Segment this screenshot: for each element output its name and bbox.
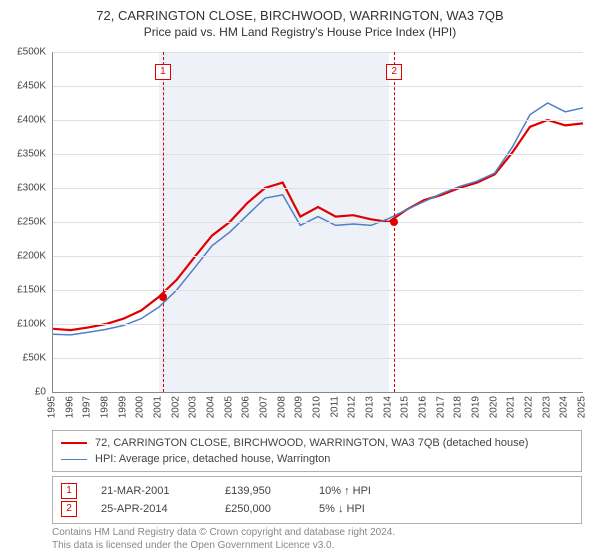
event-number: 1 [61,483,77,499]
event-date: 25-APR-2014 [101,503,201,515]
events-table: 1 21-MAR-2001 £139,950 10% ↑ HPI 2 25-APR-201… [52,476,582,524]
gridline-h [53,86,583,87]
y-tick-label: £300K [0,183,46,194]
x-tick-label: 2009 [294,396,305,418]
x-tick-label: 2024 [559,396,570,418]
legend-label: 72, CARRINGTON CLOSE, BIRCHWOOD, WARRING… [95,437,528,449]
gridline-h [53,222,583,223]
gridline-h [53,52,583,53]
footer-attribution: Contains HM Land Registry data © Crown c… [52,526,582,552]
y-tick-label: £450K [0,81,46,92]
x-tick-label: 2020 [488,396,499,418]
x-tick-label: 2023 [541,396,552,418]
event-marker-dot [159,293,167,301]
chart: 12 £0£50K£100K£150K£200K£250K£300K£350K£… [52,52,582,392]
gridline-h [53,188,583,189]
y-tick-label: £400K [0,115,46,126]
y-tick-label: £200K [0,251,46,262]
event-date: 21-MAR-2001 [101,485,201,497]
event-price: £139,950 [225,485,295,497]
x-tick-label: 2021 [506,396,517,418]
event-number: 2 [61,501,77,517]
legend-swatch [61,442,87,444]
chart-title: 72, CARRINGTON CLOSE, BIRCHWOOD, WARRING… [0,8,600,23]
x-tick-label: 2025 [577,396,588,418]
gridline-h [53,358,583,359]
x-tick-label: 1995 [47,396,58,418]
x-tick-label: 2002 [170,396,181,418]
x-tick-label: 1998 [100,396,111,418]
gridline-h [53,154,583,155]
x-tick-label: 2005 [223,396,234,418]
event-marker-box: 1 [155,64,171,80]
x-tick-label: 1999 [117,396,128,418]
series-hpi [53,103,583,335]
legend-item: 72, CARRINGTON CLOSE, BIRCHWOOD, WARRING… [61,435,573,451]
x-tick-label: 2016 [418,396,429,418]
legend-label: HPI: Average price, detached house, Warr… [95,453,330,465]
x-tick-label: 1996 [64,396,75,418]
x-tick-label: 2012 [347,396,358,418]
event-marker-line [163,52,164,392]
footer-line-2: This data is licensed under the Open Gov… [52,539,582,552]
footer-line-1: Contains HM Land Registry data © Crown c… [52,526,582,539]
x-tick-label: 1997 [82,396,93,418]
chart-subtitle: Price paid vs. HM Land Registry's House … [0,25,600,39]
event-hpi: 10% ↑ HPI [319,485,419,497]
x-tick-label: 2015 [400,396,411,418]
legend: 72, CARRINGTON CLOSE, BIRCHWOOD, WARRING… [52,430,582,472]
event-row: 2 25-APR-2014 £250,000 5% ↓ HPI [61,500,573,518]
x-tick-label: 2019 [471,396,482,418]
y-tick-label: £150K [0,285,46,296]
gridline-h [53,324,583,325]
x-tick-label: 2010 [312,396,323,418]
x-tick-label: 2008 [276,396,287,418]
series-property [53,120,583,330]
y-tick-label: £0 [0,387,46,398]
event-hpi: 5% ↓ HPI [319,503,419,515]
x-tick-label: 2017 [435,396,446,418]
y-tick-label: £500K [0,47,46,58]
x-tick-label: 2003 [188,396,199,418]
x-tick-label: 2006 [241,396,252,418]
event-marker-box: 2 [386,64,402,80]
x-tick-label: 2013 [365,396,376,418]
legend-swatch [61,459,87,460]
x-tick-label: 2018 [453,396,464,418]
event-marker-dot [390,218,398,226]
x-tick-label: 2011 [329,396,340,418]
x-tick-label: 2022 [524,396,535,418]
event-price: £250,000 [225,503,295,515]
gridline-h [53,256,583,257]
gridline-h [53,120,583,121]
legend-item: HPI: Average price, detached house, Warr… [61,451,573,467]
x-tick-label: 2001 [153,396,164,418]
x-tick-label: 2000 [135,396,146,418]
event-row: 1 21-MAR-2001 £139,950 10% ↑ HPI [61,482,573,500]
gridline-h [53,290,583,291]
y-tick-label: £350K [0,149,46,160]
y-tick-label: £100K [0,319,46,330]
x-tick-label: 2014 [382,396,393,418]
y-tick-label: £50K [0,353,46,364]
x-tick-label: 2004 [206,396,217,418]
y-tick-label: £250K [0,217,46,228]
x-tick-label: 2007 [259,396,270,418]
plot-area: 12 [52,52,583,393]
